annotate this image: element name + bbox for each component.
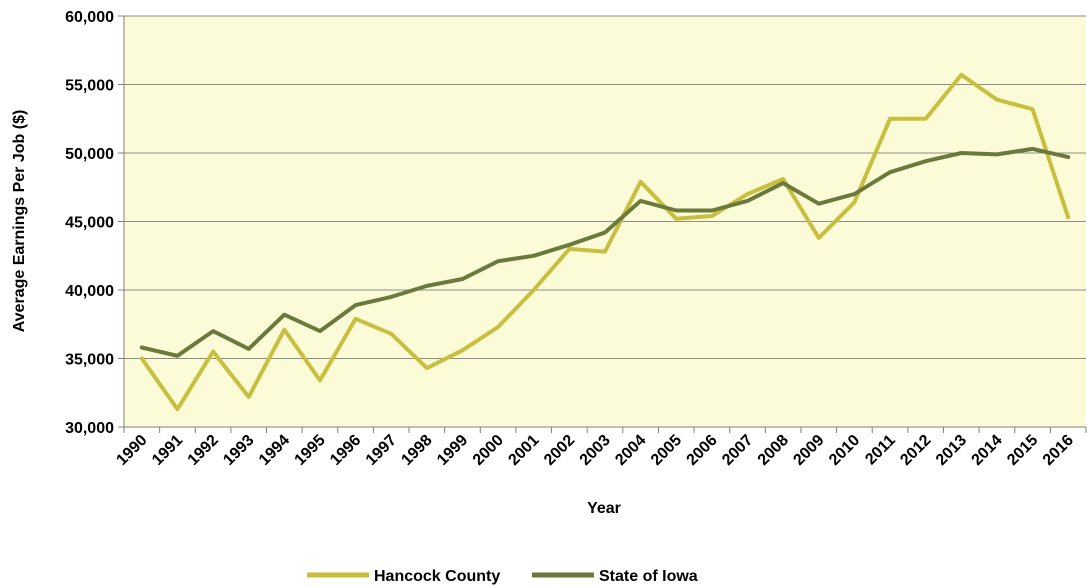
data-point: [604, 231, 606, 233]
x-tick-label: 2009: [790, 432, 827, 469]
x-tick-label: 2007: [719, 432, 756, 469]
data-point: [461, 278, 463, 280]
x-axis-title: Year: [587, 500, 621, 517]
data-point: [212, 330, 214, 332]
data-point: [960, 152, 962, 154]
x-tick-label: 1997: [363, 432, 400, 469]
x-tick-label: 2002: [541, 432, 578, 469]
x-tick-label: 2008: [755, 432, 792, 469]
data-point: [426, 367, 428, 369]
data-point: [355, 304, 357, 306]
data-point: [141, 358, 143, 359]
y-tick-label: 35,000: [65, 352, 114, 369]
x-tick-label: 2004: [612, 432, 649, 469]
x-tick-label: 2006: [684, 432, 721, 469]
x-tick-label: 2011: [862, 432, 899, 469]
series-layer: [139, 72, 1071, 412]
legend: Hancock County State of Iowa: [307, 568, 698, 585]
data-point: [889, 171, 891, 173]
data-point: [818, 237, 820, 239]
data-point: [711, 215, 713, 217]
data-point: [711, 210, 713, 212]
data-point: [461, 349, 463, 351]
legend-item-1: Hancock County: [307, 568, 500, 585]
data-point: [533, 289, 535, 291]
data-point: [640, 200, 642, 202]
x-tick-label: 1996: [327, 432, 364, 469]
data-point: [853, 193, 855, 195]
data-point: [319, 379, 321, 381]
data-point: [675, 210, 677, 212]
y-tick-label: 30,000: [65, 420, 114, 437]
x-tick-label: 1999: [434, 432, 471, 469]
data-point: [853, 201, 855, 203]
data-point: [390, 333, 392, 335]
legend-item-2: State of Iowa: [532, 568, 698, 585]
data-point: [889, 118, 891, 120]
x-tick-label: 2015: [1004, 432, 1041, 469]
data-point: [533, 255, 535, 257]
x-tick-label: 1993: [220, 432, 257, 469]
x-tick-label: 1995: [292, 432, 329, 469]
x-tick-label: 1991: [149, 432, 186, 469]
x-tick-label: 1990: [113, 432, 150, 469]
data-point: [212, 351, 214, 353]
data-point: [782, 178, 784, 180]
data-point: [1032, 148, 1034, 150]
data-point: [176, 408, 178, 410]
data-point: [1067, 156, 1069, 158]
data-point: [497, 326, 499, 328]
data-point: [996, 99, 998, 101]
x-tick-label: 2010: [826, 432, 863, 469]
x-tick-label: 1994: [256, 432, 293, 469]
data-point: [747, 193, 749, 195]
data-point: [640, 181, 642, 183]
x-tick-label: 2000: [470, 432, 507, 469]
data-point: [568, 248, 570, 250]
data-point: [604, 251, 606, 253]
data-point: [925, 160, 927, 162]
x-tick-label: 2012: [897, 432, 934, 469]
y-tick-label: 55,000: [65, 78, 114, 95]
data-point: [248, 396, 250, 398]
data-point: [319, 330, 321, 332]
x-tick-label: 2013: [933, 432, 970, 469]
data-point: [996, 153, 998, 155]
data-point: [426, 285, 428, 287]
data-point: [248, 348, 250, 350]
data-point: [675, 218, 677, 220]
x-axis-ticks: 1990199119921993199419951996199719981999…: [113, 427, 1087, 469]
y-tick-label: 45,000: [65, 215, 114, 232]
y-tick-label: 40,000: [65, 283, 114, 300]
y-tick-label: 60,000: [65, 9, 114, 26]
data-point: [1067, 216, 1069, 218]
y-tick-label: 50,000: [65, 146, 114, 163]
data-point: [141, 347, 143, 349]
data-point: [283, 329, 285, 331]
legend-label: State of Iowa: [599, 568, 698, 585]
data-point: [818, 203, 820, 205]
legend-label: Hancock County: [374, 568, 500, 585]
x-tick-label: 1998: [398, 432, 435, 469]
data-point: [355, 318, 357, 320]
data-point: [497, 260, 499, 262]
y-axis-title: Average Earnings Per Job ($): [11, 110, 28, 333]
data-point: [925, 118, 927, 120]
y-axis-ticks: 30,000 35,000 40,000 45,000 50,000 55,000 60,0…: [65, 9, 124, 437]
x-tick-label: 2003: [577, 432, 614, 469]
x-tick-label: 1992: [185, 432, 222, 469]
data-point: [568, 244, 570, 246]
data-point: [176, 355, 178, 357]
data-point: [747, 200, 749, 202]
data-point: [283, 314, 285, 316]
data-point: [390, 296, 392, 298]
data-point: [960, 74, 962, 76]
x-tick-label: 2016: [1040, 432, 1077, 469]
x-tick-label: 2014: [969, 432, 1006, 469]
x-tick-label: 2001: [505, 432, 542, 469]
data-point: [782, 182, 784, 184]
x-tick-label: 2005: [648, 432, 685, 469]
data-point: [1032, 108, 1034, 110]
